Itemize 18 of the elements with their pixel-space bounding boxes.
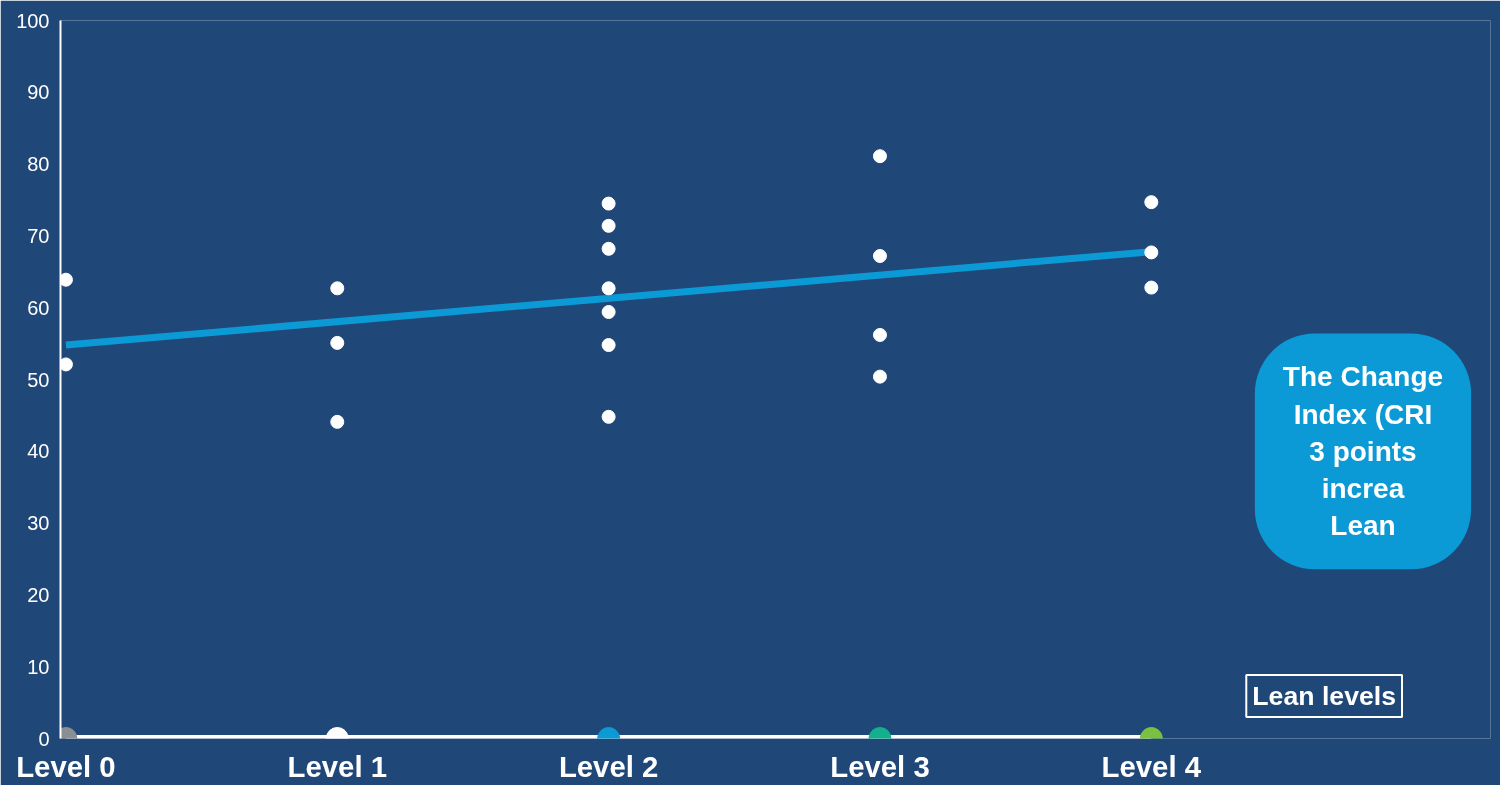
x-tick-label: Level 0 bbox=[16, 749, 116, 783]
x-tick-label: Level 4 bbox=[1101, 749, 1202, 783]
y-tick-label: 40 bbox=[27, 440, 50, 463]
annotation: Lean levels bbox=[1252, 680, 1397, 711]
y-tick-label: 50 bbox=[27, 368, 50, 391]
y-tick-label: 100 bbox=[16, 9, 50, 32]
y-tick-label: 20 bbox=[27, 583, 50, 606]
x-tick-label: Level 3 bbox=[830, 749, 930, 783]
y-tick-label: 30 bbox=[27, 512, 50, 535]
y-tick-label: 70 bbox=[27, 224, 50, 247]
y-tick-label: 0 bbox=[38, 727, 50, 750]
y-tick-label: 90 bbox=[27, 81, 50, 104]
y-tick-label: 80 bbox=[27, 153, 50, 176]
x-tick-label: Level 1 bbox=[287, 749, 388, 783]
x-tick-label: Level 2 bbox=[558, 749, 659, 783]
annotation: The Change Index (CRI 3 points increa Lean bbox=[1282, 361, 1444, 542]
y-tick-label: 10 bbox=[27, 655, 50, 678]
y-tick-label: 60 bbox=[27, 296, 50, 319]
